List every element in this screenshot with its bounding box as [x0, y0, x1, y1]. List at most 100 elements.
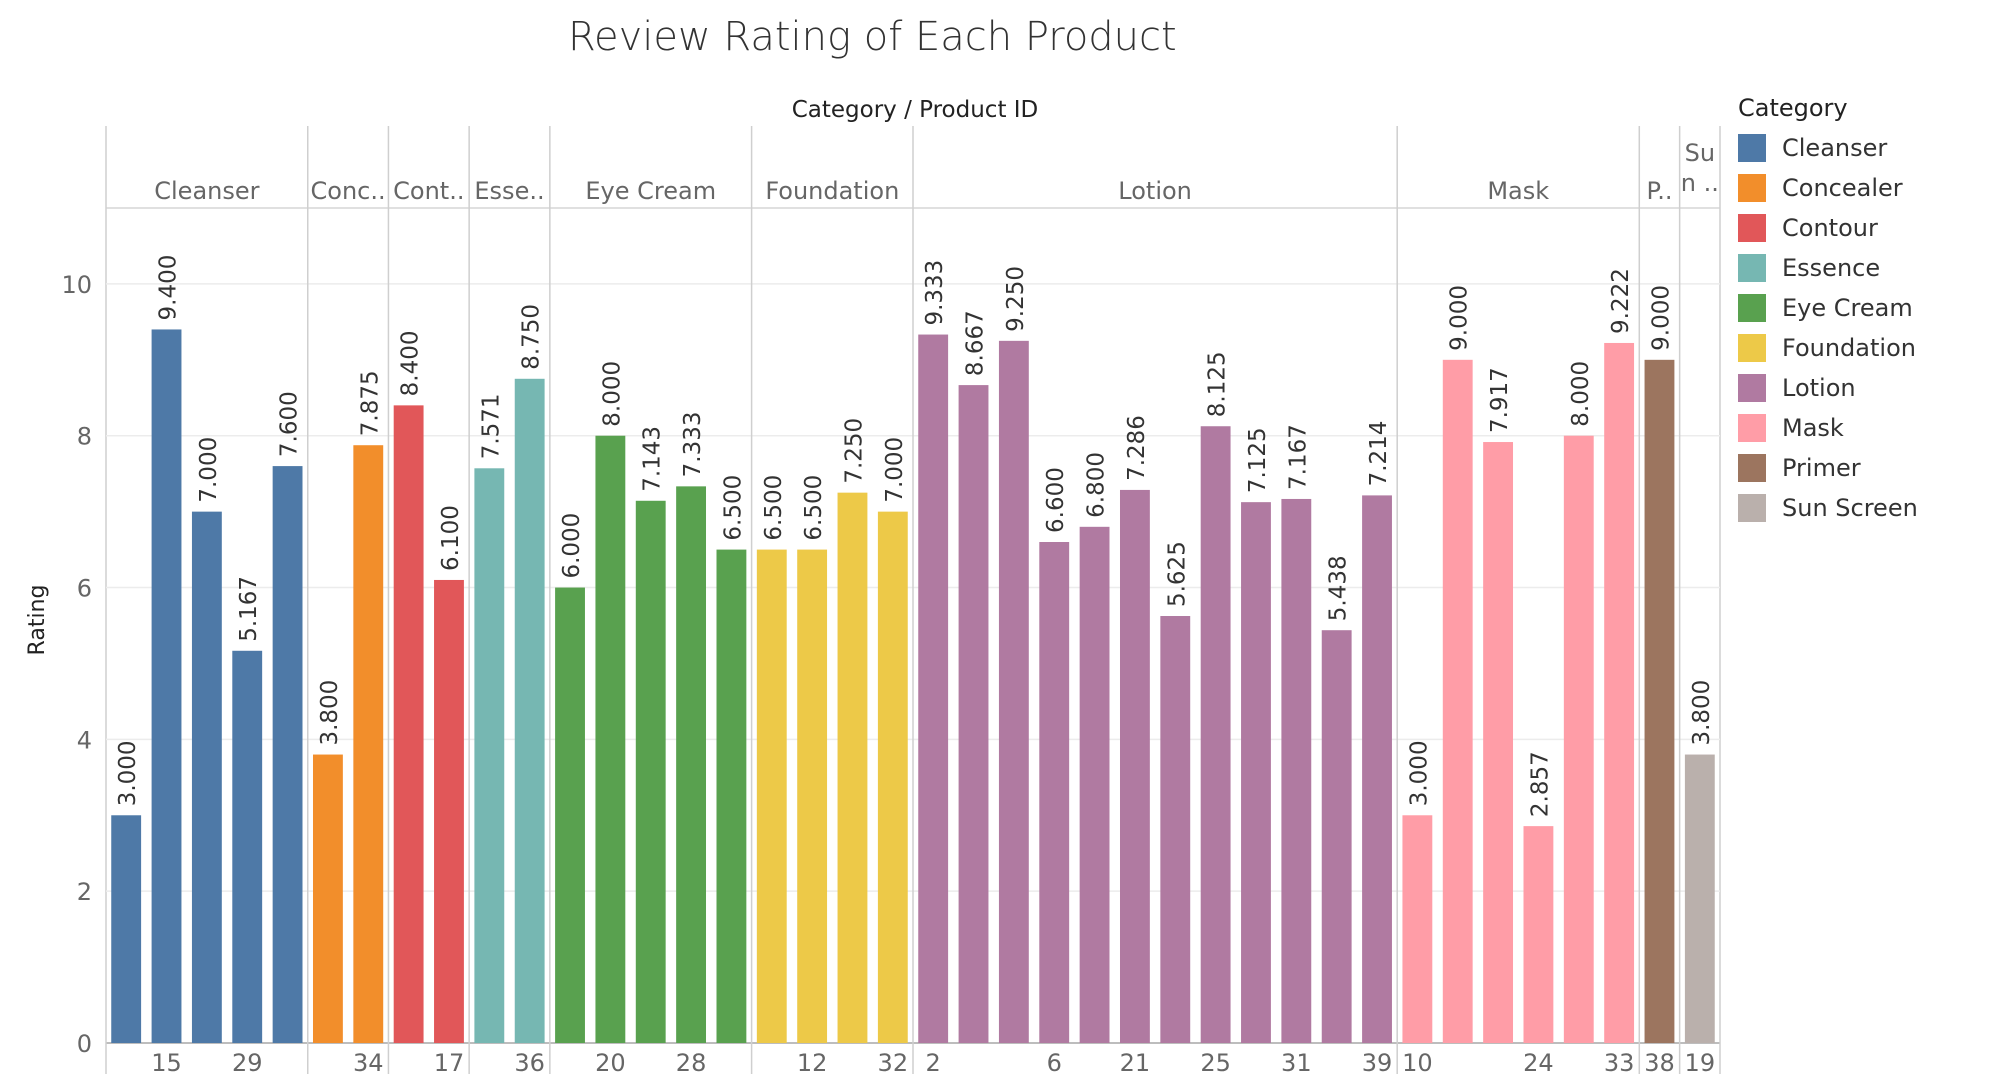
bar — [918, 334, 949, 1043]
y-tick-label: 0 — [77, 1030, 92, 1058]
bar — [434, 579, 464, 1043]
bar — [1644, 359, 1675, 1043]
bar — [595, 435, 626, 1043]
bar — [797, 549, 828, 1043]
legend-item[interactable]: Cleanser — [1738, 128, 1998, 168]
legend-item[interactable]: Contour — [1738, 208, 1998, 248]
bar — [716, 549, 747, 1043]
bar — [555, 587, 585, 1043]
y-tick-label: 2 — [77, 878, 92, 906]
bar — [514, 378, 545, 1044]
data-label: 3.800 — [1689, 680, 1715, 746]
data-label: 7.000 — [196, 437, 222, 503]
data-label: 6.500 — [761, 475, 787, 541]
bar — [837, 492, 868, 1044]
legend-label: Primer — [1782, 454, 1861, 482]
x-tick-label: 21 — [1120, 1049, 1151, 1074]
legend-swatch — [1738, 214, 1766, 242]
data-label: 8.000 — [599, 361, 625, 427]
legend-label: Concealer — [1782, 174, 1903, 202]
bar — [877, 511, 908, 1043]
bar — [1119, 489, 1150, 1043]
bar — [1483, 442, 1514, 1044]
x-tick-label: 17 — [434, 1049, 465, 1074]
data-label: 6.100 — [438, 505, 464, 571]
legend-label: Eye Cream — [1782, 294, 1913, 322]
legend-item[interactable]: Mask — [1738, 408, 1998, 448]
legend-label: Foundation — [1782, 334, 1916, 362]
data-label: 9.000 — [1447, 285, 1473, 351]
bar — [191, 511, 222, 1043]
bar — [756, 549, 787, 1043]
data-label: 3.000 — [115, 740, 141, 806]
x-tick-label: 10 — [1402, 1049, 1433, 1074]
x-tick-label: 19 — [1685, 1049, 1716, 1074]
bar — [1241, 502, 1271, 1044]
data-label: 7.286 — [1124, 415, 1150, 481]
bar — [998, 340, 1029, 1043]
data-label: 7.250 — [841, 418, 867, 484]
bar — [676, 486, 707, 1043]
x-tick-label: 32 — [878, 1049, 909, 1074]
legend-item[interactable]: Lotion — [1738, 368, 1998, 408]
legend-item[interactable]: Essence — [1738, 248, 1998, 288]
x-tick-label: 28 — [676, 1049, 707, 1074]
category-header: Cont.. — [393, 177, 464, 205]
y-axis-title: Rating — [25, 585, 50, 656]
category-header: Su n .. — [1681, 139, 1719, 197]
chart-title: Review Rating of Each Product — [568, 14, 1177, 60]
bar — [1079, 526, 1110, 1043]
bar — [1523, 826, 1554, 1043]
category-header: Esse.. — [474, 177, 544, 205]
legend-item[interactable]: Sun Screen — [1738, 488, 1998, 528]
legend-swatch — [1738, 294, 1766, 322]
category-header: Cleanser — [154, 177, 259, 205]
header-label: Category / Product ID — [792, 97, 1039, 123]
legend-swatch — [1738, 454, 1766, 482]
y-tick-label: 8 — [77, 423, 92, 451]
x-tick-label: 6 — [1047, 1049, 1062, 1074]
data-label: 6.000 — [559, 513, 585, 579]
x-tick-label: 2 — [926, 1049, 941, 1074]
bar — [1321, 630, 1352, 1043]
bar — [1402, 815, 1433, 1043]
x-tick-label: 31 — [1281, 1049, 1312, 1074]
category-header: Mask — [1487, 177, 1549, 205]
data-label: 2.857 — [1527, 751, 1553, 817]
x-tick-label: 15 — [151, 1049, 182, 1074]
legend-item[interactable]: Concealer — [1738, 168, 1998, 208]
legend-label: Lotion — [1782, 374, 1856, 402]
bar — [1563, 435, 1594, 1043]
legend-item[interactable]: Eye Cream — [1738, 288, 1998, 328]
legend-swatch — [1738, 134, 1766, 162]
legend-swatch — [1738, 334, 1766, 362]
bar — [1160, 616, 1191, 1043]
bar — [1362, 495, 1392, 1043]
legend-swatch — [1738, 414, 1766, 442]
bar — [635, 500, 666, 1043]
x-tick-label: 36 — [514, 1049, 545, 1074]
bar-chart: Category / Product ID Rating 0246810Clea… — [25, 97, 1721, 1074]
legend-label: Sun Screen — [1782, 494, 1918, 522]
data-label: 5.438 — [1326, 555, 1352, 621]
data-label: 5.167 — [236, 576, 262, 642]
data-label: 7.875 — [357, 370, 383, 436]
bar — [1200, 426, 1231, 1043]
legend-swatch — [1738, 494, 1766, 522]
bar — [1039, 542, 1070, 1043]
data-label: 7.917 — [1487, 367, 1513, 433]
data-label: 8.400 — [398, 331, 424, 397]
x-tick-label: 33 — [1604, 1049, 1635, 1074]
bar — [1684, 754, 1715, 1043]
legend-label: Mask — [1782, 414, 1844, 442]
legend-item[interactable]: Primer — [1738, 448, 1998, 488]
data-label: 3.000 — [1406, 740, 1432, 806]
bar — [312, 754, 343, 1043]
data-label: 9.000 — [1648, 285, 1674, 351]
data-label: 9.400 — [156, 255, 182, 321]
bar — [1281, 498, 1312, 1043]
data-label: 7.167 — [1285, 424, 1311, 490]
legend-label: Essence — [1782, 254, 1881, 282]
legend-item[interactable]: Foundation — [1738, 328, 1998, 368]
data-label: 7.600 — [277, 391, 303, 457]
